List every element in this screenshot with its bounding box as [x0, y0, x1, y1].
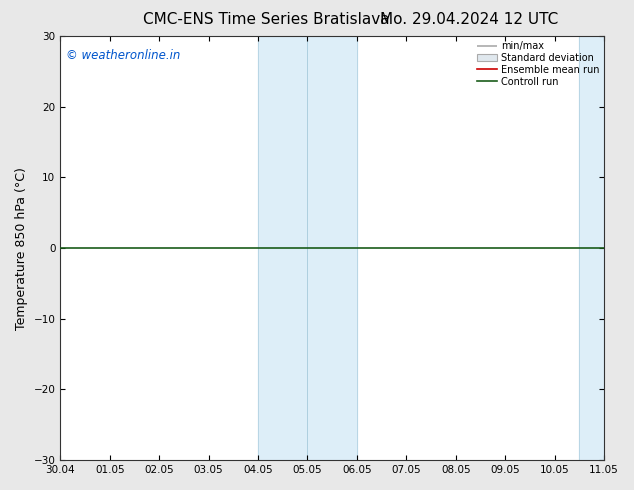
- Bar: [258, 36, 307, 460]
- Bar: [579, 36, 634, 460]
- Y-axis label: Temperature 850 hPa (°C): Temperature 850 hPa (°C): [15, 167, 28, 330]
- Text: CMC-ENS Time Series Bratislava: CMC-ENS Time Series Bratislava: [143, 12, 389, 27]
- Text: © weatheronline.in: © weatheronline.in: [66, 49, 180, 62]
- Text: Mo. 29.04.2024 12 UTC: Mo. 29.04.2024 12 UTC: [380, 12, 559, 27]
- Bar: [307, 36, 357, 460]
- Legend: min/max, Standard deviation, Ensemble mean run, Controll run: min/max, Standard deviation, Ensemble me…: [474, 38, 602, 90]
